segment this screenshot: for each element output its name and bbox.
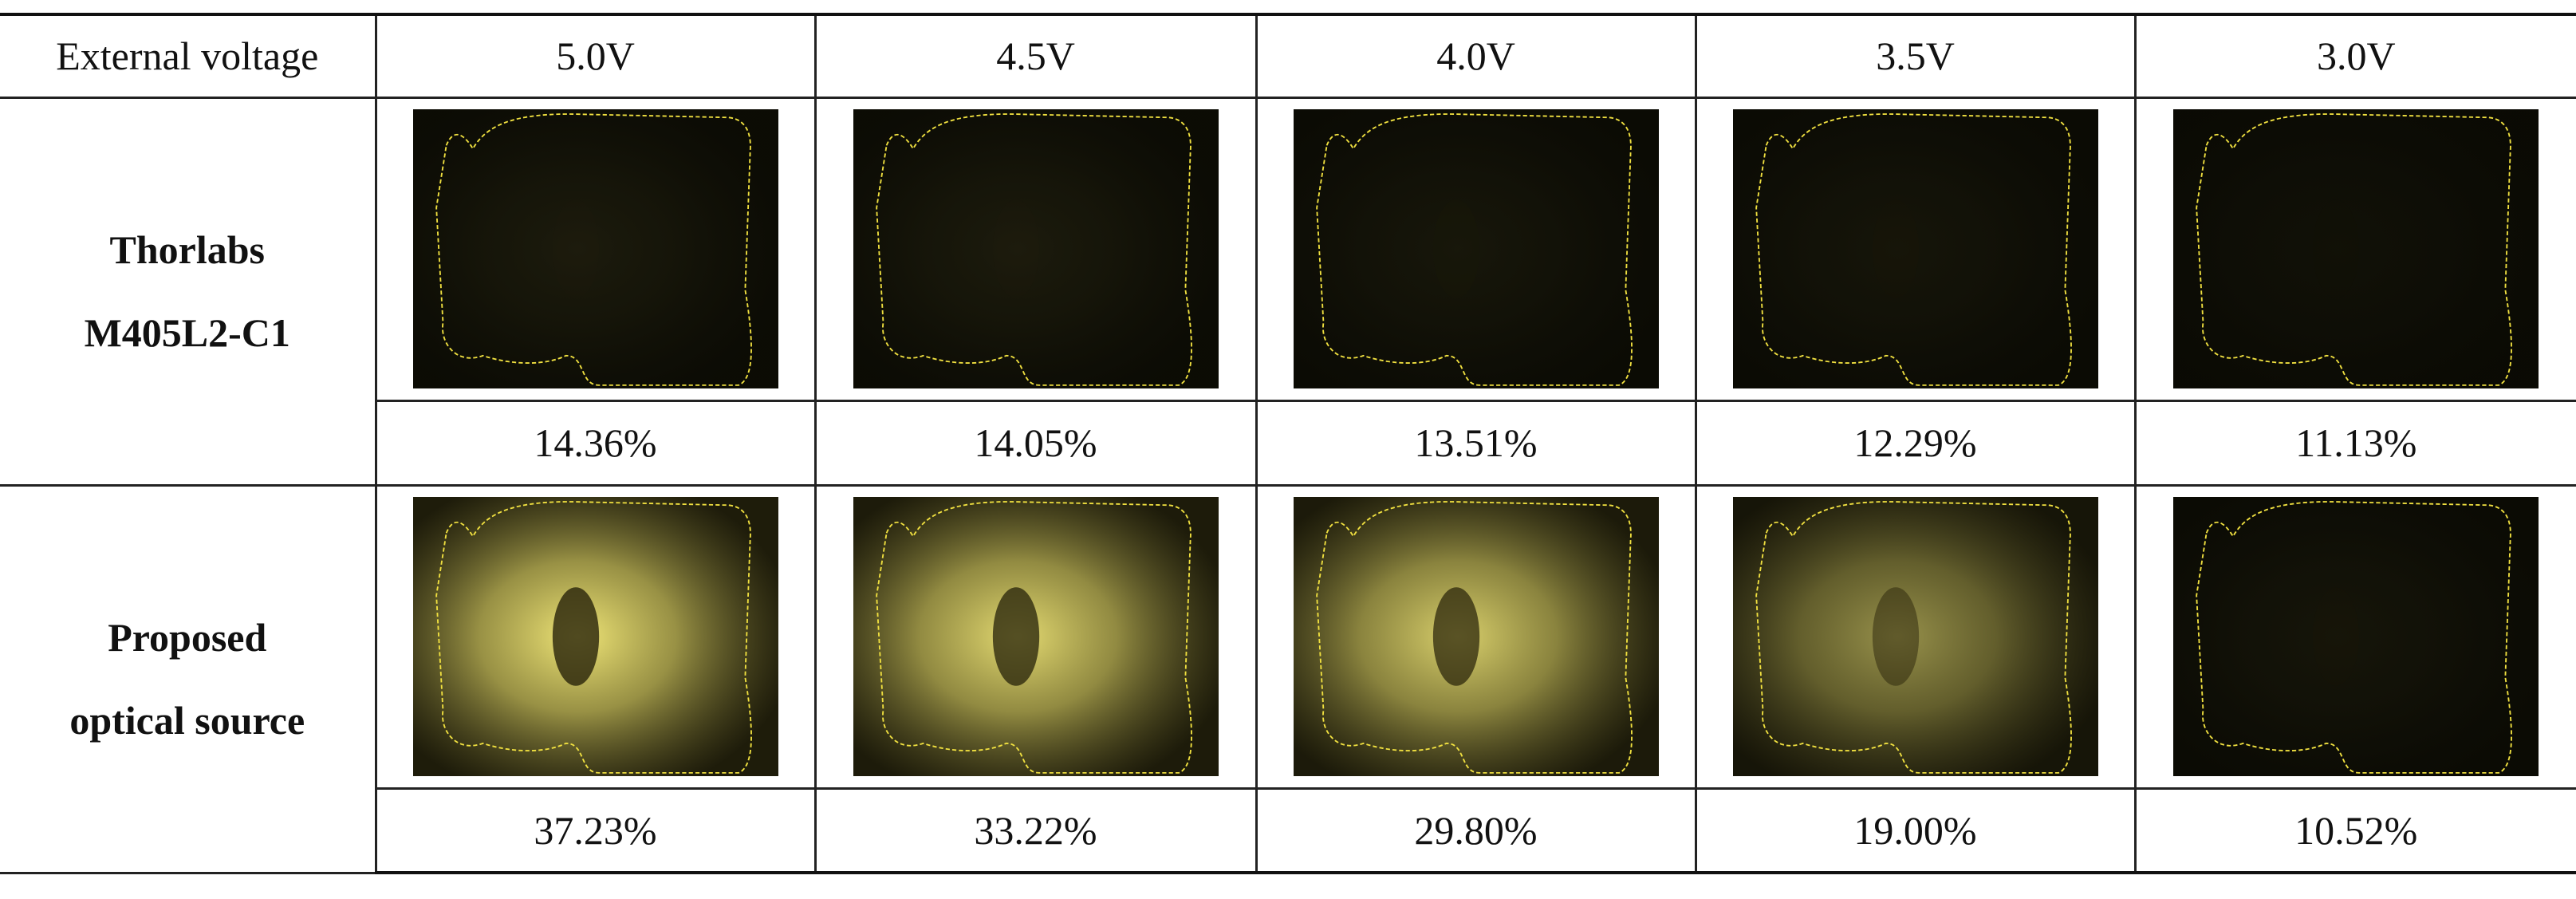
image-cell xyxy=(1255,483,1697,790)
image-cell xyxy=(2133,96,2576,402)
image-cell xyxy=(1694,483,2137,790)
image-core xyxy=(1432,587,1479,686)
header-cell: External voltage xyxy=(0,13,377,99)
image-cell xyxy=(374,96,817,402)
image-glow xyxy=(412,109,778,388)
value-cell: 11.13% xyxy=(2133,399,2576,487)
micrograph xyxy=(412,109,778,388)
image-core xyxy=(1872,199,1919,298)
image-row: Thorlabs M405L2-C1 xyxy=(0,96,2576,487)
value-cell: 14.05% xyxy=(813,399,1258,487)
micrograph xyxy=(2173,109,2539,388)
micrograph xyxy=(853,497,1219,776)
image-core xyxy=(2313,199,2359,298)
row-label: Thorlabs M405L2-C1 xyxy=(0,96,377,487)
micrograph xyxy=(2173,497,2539,776)
value-cell: 10.52% xyxy=(2133,787,2576,874)
micrograph xyxy=(1293,497,1659,776)
header-cell: 3.0V xyxy=(2133,13,2576,99)
value-cell: 33.22% xyxy=(813,787,1258,874)
micrograph xyxy=(1732,109,2098,388)
row-label: Proposed optical source xyxy=(0,483,377,874)
image-glow xyxy=(1732,109,2098,388)
image-glow xyxy=(853,109,1219,388)
row-label-line: Thorlabs xyxy=(109,227,265,272)
row-label-line: M405L2-C1 xyxy=(84,310,290,355)
header-cell: 4.5V xyxy=(813,13,1258,99)
header-cell: 4.0V xyxy=(1255,13,1697,99)
micrograph xyxy=(1293,109,1659,388)
header-cell: 3.5V xyxy=(1694,13,2137,99)
image-cell xyxy=(374,483,817,790)
image-glow xyxy=(1732,497,2098,776)
image-core xyxy=(992,199,1039,298)
value-row: 37.23% 33.22% 29.80% 19.00% 10.52% xyxy=(0,787,2576,874)
micrograph xyxy=(1732,497,2098,776)
image-core xyxy=(2313,587,2360,686)
image-glow xyxy=(2173,109,2539,388)
image-core xyxy=(552,587,599,686)
image-glow xyxy=(2173,497,2539,776)
micrograph xyxy=(412,497,778,776)
row-label-line: Proposed xyxy=(108,615,267,660)
image-core xyxy=(1872,587,1919,686)
row-label-line: optical source xyxy=(69,698,305,743)
image-cell xyxy=(813,96,1258,402)
image-core xyxy=(1432,199,1479,298)
results-table: External voltage 5.0V 4.5V 4.0V 3.5V 3.0V Thor… xyxy=(0,13,2576,874)
micrograph xyxy=(853,109,1219,388)
header-cell: 5.0V xyxy=(374,13,817,99)
value-cell: 12.29% xyxy=(1694,399,2137,487)
value-cell: 29.80% xyxy=(1255,787,1697,874)
table-body: External voltage 5.0V 4.5V 4.0V 3.5V 3.0V Thor… xyxy=(0,13,2576,874)
value-cell: 37.23% xyxy=(376,787,817,874)
image-core xyxy=(992,587,1039,686)
image-glow xyxy=(1293,109,1659,388)
image-cell xyxy=(1255,96,1697,402)
value-cell: 14.36% xyxy=(376,399,817,487)
image-cell xyxy=(2133,483,2576,790)
header-row: External voltage 5.0V 4.5V 4.0V 3.5V 3.0V xyxy=(0,13,2576,99)
image-cell xyxy=(1694,96,2137,402)
value-cell: 13.51% xyxy=(1255,399,1697,487)
value-cell: 19.00% xyxy=(1694,787,2137,874)
image-cell xyxy=(813,483,1258,790)
image-row: Proposed optical source xyxy=(0,483,2576,874)
image-core xyxy=(552,199,599,298)
value-row: 14.36% 14.05% 13.51% 12.29% 11.13% xyxy=(0,399,2576,487)
